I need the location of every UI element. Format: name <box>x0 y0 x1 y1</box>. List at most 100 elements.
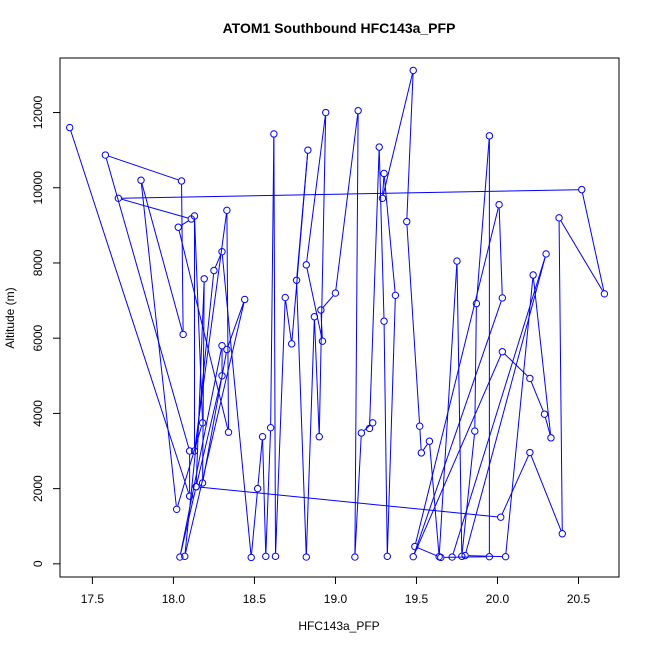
x-tick-label: 20.5 <box>567 592 591 606</box>
data-point <box>218 247 226 256</box>
data-point <box>241 295 249 304</box>
data-point <box>437 553 445 562</box>
series-segment <box>306 268 323 338</box>
data-point <box>331 289 340 297</box>
data-point <box>391 291 400 300</box>
y-tick-label: 2000 <box>31 475 45 502</box>
data-point <box>172 505 181 514</box>
data-point <box>198 419 207 427</box>
series-segment <box>383 324 388 553</box>
data-point <box>181 552 189 561</box>
data-point <box>302 261 310 269</box>
series-segment <box>251 492 258 554</box>
series-segment <box>194 219 203 420</box>
data-point <box>498 294 507 302</box>
series-segment <box>181 220 189 226</box>
data-point <box>288 340 296 348</box>
data-point <box>310 313 319 321</box>
series-segment <box>429 444 440 554</box>
data-point <box>453 257 461 265</box>
data-point <box>192 483 200 491</box>
x-tick-label: 19.0 <box>324 592 348 606</box>
data-point <box>200 275 208 283</box>
series-segment <box>452 257 546 554</box>
data-point <box>174 223 182 231</box>
data-point <box>600 290 609 298</box>
data-point <box>210 266 218 275</box>
series-segment <box>378 150 385 318</box>
data-point <box>185 447 194 455</box>
data-point <box>485 132 494 140</box>
data-point <box>223 206 231 215</box>
series-segment <box>530 455 562 531</box>
data-point <box>253 484 262 493</box>
series-segment <box>70 130 189 493</box>
data-point <box>540 410 549 418</box>
data-point <box>417 449 426 457</box>
series-segment <box>582 193 605 291</box>
series-segment <box>474 307 477 428</box>
series-segment <box>456 264 463 553</box>
data-point <box>185 492 194 500</box>
data-point <box>498 348 507 356</box>
series-segment <box>465 257 546 553</box>
data-point <box>547 434 555 442</box>
series-segment <box>270 137 275 425</box>
series-segment <box>141 183 183 332</box>
data-point <box>318 337 327 345</box>
data-point <box>403 217 411 226</box>
series-segment <box>257 440 263 486</box>
series-segment <box>221 255 252 554</box>
data-point <box>378 194 387 202</box>
data-point <box>411 542 419 551</box>
data-point <box>472 299 481 308</box>
data-point <box>458 552 466 561</box>
series-segment <box>121 189 579 199</box>
series-segment <box>265 431 272 553</box>
data-point <box>190 447 199 455</box>
data-point <box>555 214 563 222</box>
data-point <box>501 552 510 561</box>
data-point <box>302 553 310 561</box>
series-segment <box>505 278 534 554</box>
data-point <box>351 553 359 561</box>
data-point <box>380 317 388 325</box>
data-point <box>495 200 503 209</box>
data-point <box>542 250 550 258</box>
series-segment <box>363 424 371 431</box>
series-segment <box>184 274 215 553</box>
series-segment <box>468 555 502 558</box>
data-point <box>218 372 226 380</box>
x-axis-label: HFC143a_PFP <box>298 619 379 633</box>
series-segment <box>383 176 396 292</box>
series-segment <box>262 440 267 553</box>
x-tick-label: 18.0 <box>162 592 186 606</box>
data-point <box>529 271 537 279</box>
series-segment <box>544 417 551 435</box>
series-segment <box>414 354 502 554</box>
x-tick-label: 18.5 <box>243 592 267 606</box>
data-point <box>369 419 377 427</box>
data-point <box>526 374 534 383</box>
series-segment <box>181 184 184 331</box>
series-segment <box>305 320 315 554</box>
series-segment <box>322 295 334 308</box>
plot-frame <box>59 57 620 578</box>
data-point <box>270 130 278 138</box>
series-segment <box>369 150 380 425</box>
series-segment <box>202 282 205 480</box>
data-point <box>485 552 494 561</box>
data-point <box>247 553 255 562</box>
x-tick-label: 19.5 <box>405 592 429 606</box>
series-segment <box>558 221 563 531</box>
data-point <box>380 169 388 178</box>
data-point <box>409 66 417 75</box>
y-tick-label: 4000 <box>31 400 45 427</box>
data-point <box>357 429 366 437</box>
data-point <box>409 552 417 561</box>
data-point <box>526 448 534 457</box>
series-segment <box>417 547 438 557</box>
data-point <box>218 342 226 350</box>
series-segment <box>108 155 179 181</box>
series-segment <box>560 220 604 291</box>
